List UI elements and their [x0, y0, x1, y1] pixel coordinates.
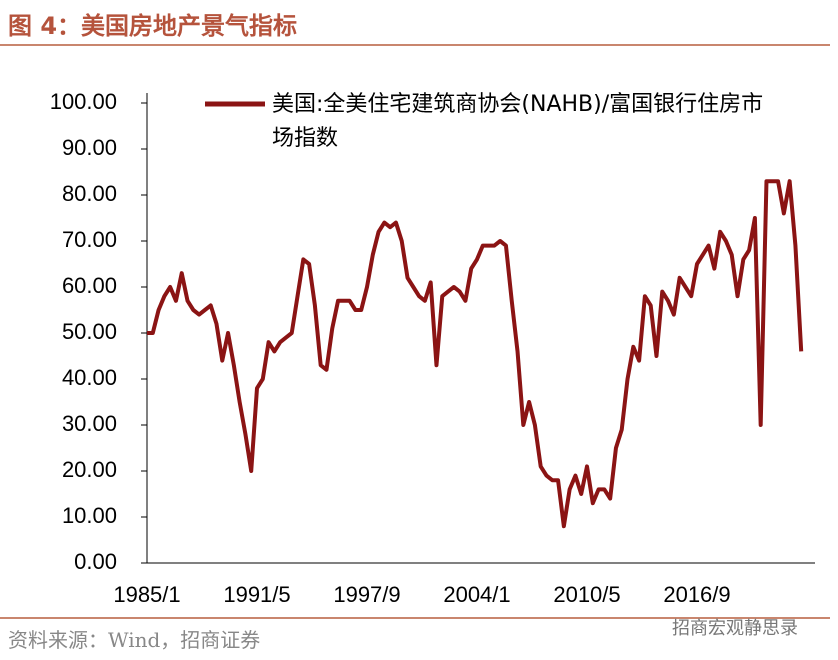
x-tick-label: 2004/1: [443, 582, 510, 607]
y-tick-label: 20.00: [62, 457, 117, 482]
y-tick-label: 10.00: [62, 503, 117, 528]
series-line: [147, 179, 804, 529]
x-tick-label: 1991/5: [223, 582, 290, 607]
x-tick-label: 1985/1: [113, 582, 180, 607]
y-tick-label: 60.00: [62, 273, 117, 298]
x-tick-label: 1997/9: [333, 582, 400, 607]
x-tick-label: 2016/9: [663, 582, 730, 607]
y-tick-label: 40.00: [62, 365, 117, 390]
y-tick-label: 70.00: [62, 227, 117, 252]
y-tick-label: 0.00: [74, 549, 117, 574]
y-tick-label: 30.00: [62, 411, 117, 436]
y-tick-label: 100.00: [50, 89, 117, 114]
x-tick-label: 2010/5: [553, 582, 620, 607]
y-tick-label: 80.00: [62, 181, 117, 206]
y-tick-label: 50.00: [62, 319, 117, 344]
legend-text: 美国:全美住宅建筑商协会(NAHB)/富国银行住房市场指数: [272, 92, 764, 151]
title: 图 4：美国房地产景气指标: [8, 12, 298, 40]
watermark: 招商宏观静思录: [672, 618, 798, 639]
y-tick-label: 90.00: [62, 135, 117, 160]
source: 资料来源：Wind，招商证券: [8, 628, 261, 652]
